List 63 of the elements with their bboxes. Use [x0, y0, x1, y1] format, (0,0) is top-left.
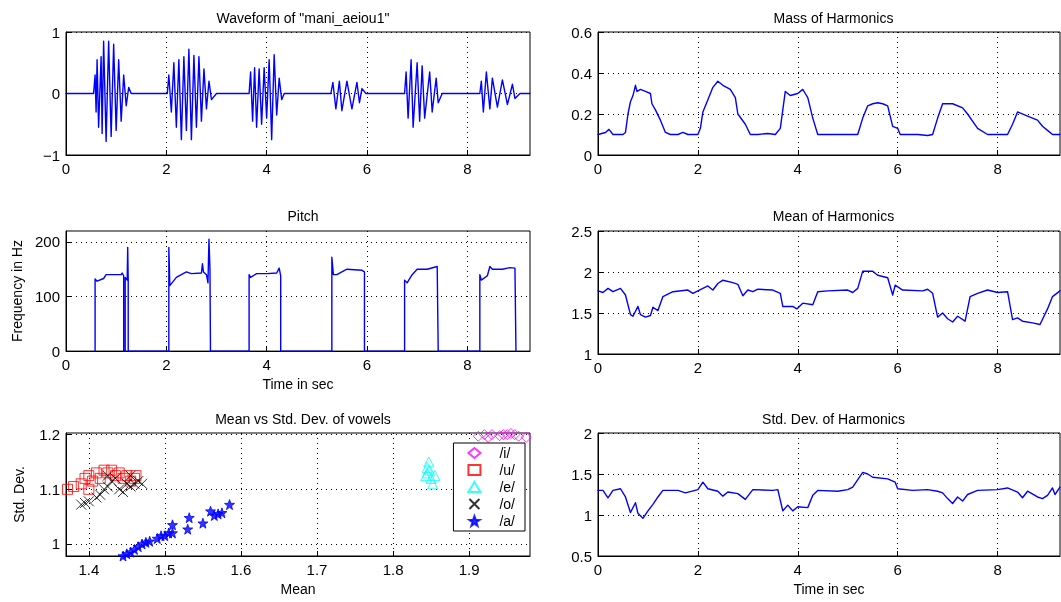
y-tick-label: 0.4: [571, 64, 592, 82]
legend-label: /a/: [499, 513, 516, 529]
x-tick-label: 2: [693, 561, 703, 578]
legend-label: /i/: [499, 445, 511, 461]
x-tick-label: 6: [893, 561, 902, 578]
x-tick-label: 2: [162, 160, 171, 177]
chart-title: Mass of Harmonics: [773, 10, 894, 26]
x-tick-label: 8: [463, 160, 472, 177]
x-tick-label: 4: [793, 359, 802, 376]
x-tick-label: 2: [693, 160, 703, 177]
y-tick-label: 0.6: [571, 23, 592, 41]
x-tick-label: 1.4: [78, 561, 100, 578]
x-tick-label: 2: [162, 356, 171, 374]
y-tick-label: 0: [51, 85, 60, 102]
x-tick-label: 6: [893, 160, 902, 177]
y-tick-label: 1: [583, 345, 592, 363]
x-tick-label: 2: [693, 359, 703, 376]
x-tick-label: 1.9: [458, 561, 480, 578]
y-tick-label: 0.5: [571, 547, 592, 565]
x-axis-title: Time in sec: [793, 580, 865, 597]
y-tick-label: 200: [34, 233, 60, 251]
x-tick-label: 4: [262, 160, 271, 177]
x-tick-label: 8: [993, 561, 1002, 578]
y-tick-label: 1.2: [39, 426, 60, 444]
y-axis-title: Frequency in Hz: [9, 240, 26, 343]
y-tick-label: −1: [42, 146, 60, 164]
x-tick-label: 1.7: [306, 561, 328, 578]
y-tick-label: 2: [583, 263, 592, 281]
y-tick-label: 0: [51, 342, 60, 360]
x-tick-label: 6: [893, 359, 902, 376]
y-tick-label: 2.5: [571, 222, 592, 240]
y-tick-label: 1.5: [571, 304, 592, 322]
chart-title: Mean of Harmonics: [772, 208, 895, 224]
x-tick-label: 8: [463, 356, 472, 374]
y-axis-title: Std. Dev.: [11, 466, 27, 523]
x-tick-label: 1.8: [382, 561, 404, 578]
x-axis-title: Mean: [280, 580, 316, 597]
x-tick-label: 8: [993, 160, 1002, 177]
y-tick-label: 2: [583, 424, 592, 442]
x-tick-label: 4: [262, 356, 271, 374]
y-tick-label: 0.2: [571, 105, 592, 123]
chart-title: Mean vs Std. Dev. of vowels: [215, 411, 391, 427]
y-tick-label: 1: [51, 23, 60, 41]
y-tick-label: 100: [34, 288, 60, 306]
y-tick-label: 1.1: [39, 480, 60, 498]
chart-title: Waveform of "mani_aeiou1": [216, 10, 390, 26]
x-tick-label: 6: [362, 160, 372, 177]
legend-label: /u/: [499, 462, 516, 478]
x-tick-label: 8: [993, 359, 1002, 376]
x-tick-label: 6: [362, 356, 372, 374]
chart-title: Std. Dev. of Harmonics: [762, 411, 905, 427]
x-axis-title: Time in sec: [262, 376, 334, 392]
legend-label: /o/: [499, 496, 516, 512]
x-tick-label: 4: [793, 561, 802, 578]
legend-label: /e/: [499, 479, 516, 495]
y-tick-label: 1: [583, 506, 592, 524]
chart-title: Pitch: [287, 208, 319, 224]
x-tick-label: 1.6: [230, 561, 252, 578]
y-tick-label: 0: [583, 146, 592, 164]
x-tick-label: 1.5: [154, 561, 176, 578]
y-tick-label: 1: [51, 535, 60, 553]
y-tick-label: 1.5: [571, 465, 592, 483]
x-tick-label: 4: [793, 160, 802, 177]
